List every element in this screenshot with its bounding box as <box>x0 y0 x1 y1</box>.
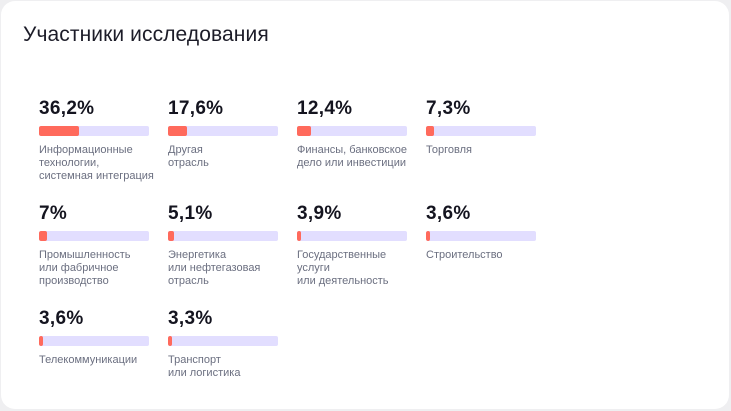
participant-label: Строительство <box>426 249 554 262</box>
participant-label-line: дело или инвестиции <box>297 157 406 169</box>
participant-bar-fill <box>426 126 435 136</box>
participant-bar-fill <box>168 126 188 136</box>
participant-item: 3,6% Строительство <box>426 202 546 262</box>
participant-label: Финансы, банковское дело или инвестиции <box>297 144 425 170</box>
participant-bar-fill <box>426 231 430 241</box>
participant-bar-fill <box>39 336 43 346</box>
participant-item: 12,4% Финансы, банковское дело или инвести… <box>297 97 417 170</box>
participant-label-line: Энергетика <box>168 249 227 261</box>
participant-percentage: 3,6% <box>39 308 84 329</box>
participant-item: 3,6% Телекоммуникации <box>39 307 159 367</box>
participant-label: Транспорт или логистика <box>168 354 296 380</box>
participant-item: 17,6% Другая отрасль <box>168 97 288 170</box>
participant-label: Другая отрасль <box>168 144 296 170</box>
participant-label: Торговля <box>426 144 554 157</box>
participant-percentage: 17,6% <box>168 98 224 119</box>
participant-label-line: услуги <box>297 262 330 274</box>
participant-item: 7,3% Торговля <box>426 97 546 157</box>
participant-bar-track <box>39 336 149 346</box>
participant-item: 7% Промышленность или фабричное производств… <box>39 202 159 288</box>
participant-percentage: 5,1% <box>168 203 213 224</box>
participant-label-line: Финансы, банковское <box>297 144 407 156</box>
participant-label-line: или деятельность <box>297 275 389 287</box>
participant-percentage: 3,9% <box>297 203 342 224</box>
participant-label: Промышленность или фабричное производство <box>39 249 167 288</box>
participant-item: 3,3% Транспорт или логистика <box>168 307 288 380</box>
participant-label-line: Транспорт <box>168 354 221 366</box>
card-title: Участники исследования <box>23 23 269 46</box>
participant-bar-track <box>168 336 278 346</box>
participant-label-line: Телекоммуникации <box>39 354 138 366</box>
participant-label-line: Государственные <box>297 249 387 261</box>
participant-label-line: Торговля <box>426 144 472 156</box>
participant-item: 3,9% Государственные услуги или деятельност… <box>297 202 417 288</box>
participant-percentage: 12,4% <box>297 98 353 119</box>
participant-label: Информационные технологии, системная интег… <box>39 144 167 183</box>
participant-label-line: системная интеграция <box>39 170 154 182</box>
participant-bar-fill <box>39 126 79 136</box>
participant-bar-fill <box>297 126 311 136</box>
participant-bar-track <box>426 126 536 136</box>
participant-percentage: 7% <box>39 203 68 224</box>
participant-bar-track <box>168 126 278 136</box>
participant-bar-fill <box>168 336 172 346</box>
participant-item: 5,1% Энергетика или нефтегазовая отрасль <box>168 202 288 288</box>
participant-bar-fill <box>168 231 174 241</box>
participant-label-line: Информационные <box>39 144 133 156</box>
participant-label-line: отрасль <box>168 275 209 287</box>
participant-label: Государственные услуги или деятельность <box>297 249 425 288</box>
participant-bar-fill <box>297 231 302 241</box>
participant-percentage: 3,6% <box>426 203 471 224</box>
participant-label-line: отрасль <box>168 157 209 169</box>
participant-label-line: Строительство <box>426 249 503 261</box>
participant-label: Энергетика или нефтегазовая отрасль <box>168 249 296 288</box>
participant-label: Телекоммуникации <box>39 354 167 367</box>
participant-bar-track <box>426 231 536 241</box>
participant-label-line: Промышленность <box>39 249 131 261</box>
participant-percentage: 36,2% <box>39 98 95 119</box>
participant-label-line: или логистика <box>168 367 241 379</box>
participant-bar-track <box>297 231 407 241</box>
participant-label-line: производство <box>39 275 109 287</box>
participant-bar-track <box>39 126 149 136</box>
participant-bar-fill <box>39 231 47 241</box>
participant-label-line: технологии, <box>39 157 100 169</box>
participant-bar-track <box>297 126 407 136</box>
participant-label-line: Другая <box>168 144 203 156</box>
participant-label-line: или нефтегазовая <box>168 262 261 274</box>
participant-percentage: 3,3% <box>168 308 213 329</box>
participant-label-line: или фабричное <box>39 262 119 274</box>
participant-item: 36,2% Информационные технологии, системная … <box>39 97 159 183</box>
participant-bar-track <box>39 231 149 241</box>
participant-percentage: 7,3% <box>426 98 471 119</box>
participant-bar-track <box>168 231 278 241</box>
